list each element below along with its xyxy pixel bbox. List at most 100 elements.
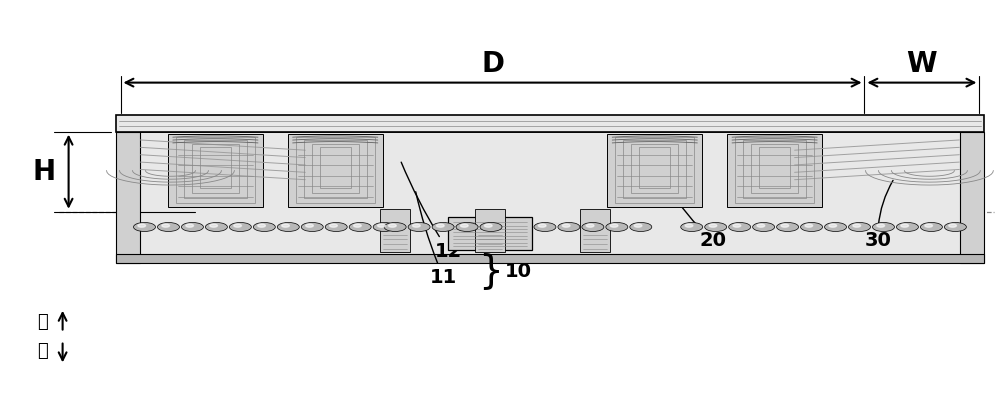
Circle shape: [729, 222, 751, 231]
Circle shape: [210, 224, 217, 227]
Bar: [751, 144, 798, 193]
Circle shape: [901, 224, 909, 227]
Circle shape: [384, 222, 406, 231]
Circle shape: [134, 222, 155, 231]
Bar: [312, 144, 359, 193]
Circle shape: [630, 222, 652, 231]
Bar: [296, 137, 375, 203]
Bar: [288, 134, 383, 208]
Bar: [140, 132, 960, 254]
Bar: [759, 147, 790, 188]
Circle shape: [733, 224, 741, 227]
Bar: [475, 209, 505, 252]
Circle shape: [162, 224, 170, 227]
Circle shape: [801, 222, 823, 231]
Text: 下: 下: [37, 342, 48, 360]
Circle shape: [753, 222, 775, 231]
Circle shape: [354, 224, 361, 227]
Text: 12: 12: [401, 162, 462, 261]
Circle shape: [685, 224, 693, 227]
Text: 20: 20: [661, 173, 727, 250]
Circle shape: [436, 224, 444, 227]
Circle shape: [484, 224, 492, 227]
Circle shape: [925, 224, 932, 227]
Text: H: H: [32, 158, 55, 186]
Text: 上: 上: [37, 313, 48, 331]
Circle shape: [277, 222, 299, 231]
Circle shape: [872, 222, 894, 231]
Bar: [580, 209, 610, 252]
Text: 10: 10: [505, 261, 532, 281]
Bar: [743, 141, 806, 198]
Circle shape: [709, 224, 717, 227]
Circle shape: [853, 224, 861, 227]
Circle shape: [877, 224, 885, 227]
Circle shape: [705, 222, 727, 231]
Circle shape: [306, 224, 313, 227]
Circle shape: [538, 224, 546, 227]
Circle shape: [534, 222, 556, 231]
Text: W: W: [907, 50, 937, 78]
Circle shape: [234, 224, 241, 227]
Bar: [304, 141, 367, 198]
Circle shape: [413, 224, 420, 227]
Bar: [320, 147, 351, 188]
Circle shape: [944, 222, 966, 231]
Circle shape: [805, 224, 813, 227]
Bar: [116, 254, 984, 263]
Text: 11: 11: [416, 192, 457, 287]
Circle shape: [582, 222, 604, 231]
Bar: [727, 134, 822, 208]
Circle shape: [562, 224, 570, 227]
Circle shape: [157, 222, 179, 231]
Circle shape: [606, 222, 628, 231]
Bar: [184, 141, 247, 198]
Circle shape: [480, 222, 502, 231]
Text: 30: 30: [864, 180, 893, 250]
Circle shape: [205, 222, 227, 231]
Bar: [623, 141, 686, 198]
Bar: [607, 134, 702, 208]
Bar: [116, 132, 140, 263]
Text: }: }: [478, 252, 503, 290]
Bar: [192, 144, 239, 193]
Circle shape: [896, 222, 918, 231]
Circle shape: [610, 224, 618, 227]
Circle shape: [558, 222, 580, 231]
Circle shape: [253, 222, 275, 231]
Text: D: D: [481, 50, 504, 78]
Circle shape: [186, 224, 194, 227]
Bar: [380, 209, 410, 252]
Circle shape: [949, 224, 956, 227]
Bar: [639, 147, 670, 188]
Bar: [116, 115, 984, 132]
Circle shape: [432, 222, 454, 231]
Circle shape: [389, 224, 396, 227]
Bar: [200, 147, 231, 188]
Circle shape: [456, 222, 478, 231]
Circle shape: [460, 224, 468, 227]
Bar: [631, 144, 678, 193]
Circle shape: [301, 222, 323, 231]
Circle shape: [181, 222, 203, 231]
Circle shape: [282, 224, 289, 227]
Circle shape: [586, 224, 594, 227]
Circle shape: [681, 222, 703, 231]
Bar: [168, 134, 263, 208]
Circle shape: [408, 222, 430, 231]
Circle shape: [229, 222, 251, 231]
Circle shape: [849, 222, 870, 231]
Bar: [176, 137, 255, 203]
Circle shape: [325, 222, 347, 231]
Circle shape: [781, 224, 789, 227]
Bar: [448, 217, 532, 250]
Bar: [735, 137, 814, 203]
Circle shape: [258, 224, 265, 227]
Circle shape: [825, 222, 847, 231]
Circle shape: [829, 224, 837, 227]
Circle shape: [777, 222, 799, 231]
Circle shape: [378, 224, 385, 227]
Circle shape: [138, 224, 146, 227]
Circle shape: [757, 224, 765, 227]
Bar: [960, 132, 984, 263]
